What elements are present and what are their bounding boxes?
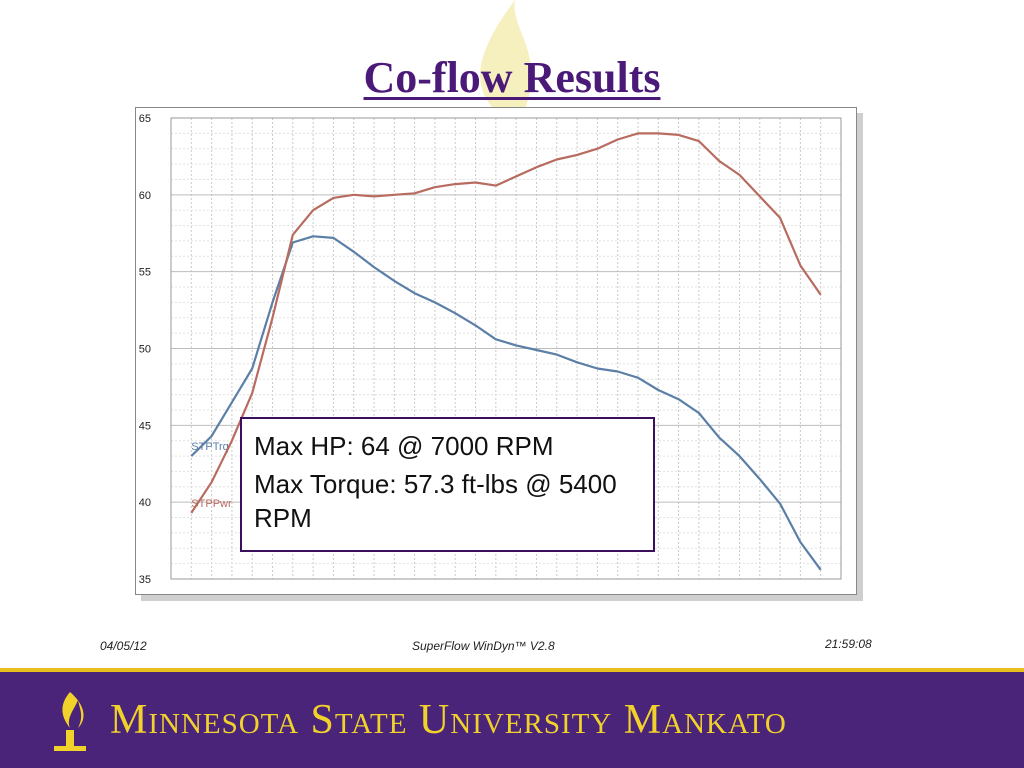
- series-line-stptrq: [190, 235, 822, 571]
- series-label-stptrq: STPTrq: [191, 441, 229, 453]
- y-tick-label: 45: [139, 420, 151, 432]
- background-flame-watermark: [480, 0, 532, 110]
- university-footer-banner: Minnesota State University Mankato: [0, 668, 1024, 768]
- y-tick-label: 60: [139, 190, 151, 202]
- series-label-stppwr: STPPwr: [191, 498, 232, 510]
- max-torque-text: Max Torque: 57.3 ft-lbs @ 5400 RPM: [254, 469, 617, 533]
- y-tick-label: 40: [139, 497, 151, 509]
- y-tick-label: 35: [139, 574, 151, 586]
- university-name: Minnesota State University Mankato: [110, 697, 787, 743]
- chart-date: 04/05/12: [100, 639, 147, 653]
- chart-time: 21:59:08: [825, 637, 872, 651]
- y-tick-label: 55: [139, 267, 151, 279]
- torch-logo-icon: [54, 692, 86, 751]
- slide-title: Co-flow Results: [363, 53, 661, 102]
- results-info-box: Max HP: 64 @ 7000 RPM Max Torque: 57.3 f…: [240, 417, 655, 552]
- plot-area-border: [170, 117, 842, 580]
- max-hp-text: Max HP: 64 @ 7000 RPM: [254, 431, 554, 461]
- series-line-stppwr: [190, 132, 822, 514]
- chart-software: SuperFlow WinDyn™ V2.8: [412, 639, 555, 653]
- y-tick-label: 50: [139, 344, 151, 356]
- y-tick-label: 65: [139, 113, 151, 125]
